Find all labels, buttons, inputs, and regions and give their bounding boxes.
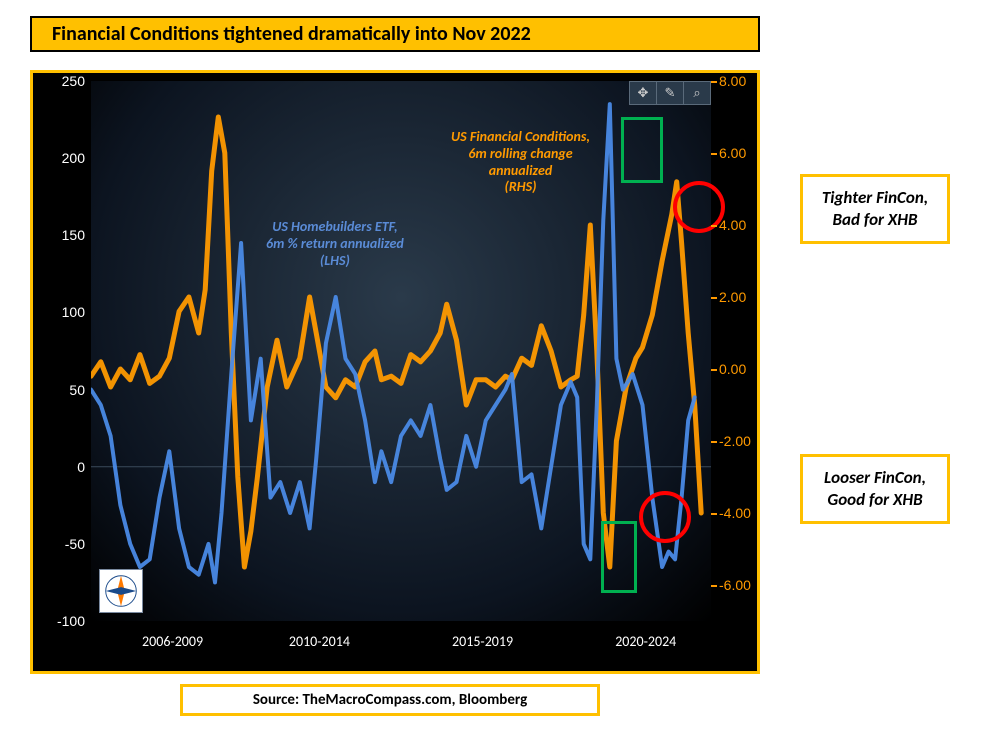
y-right-tick-label: -4.00 [719, 505, 759, 521]
y-left-tick-label: 100 [45, 304, 85, 320]
y-right-tick-label: 2.00 [719, 289, 759, 305]
y-right-tick-label: 6.00 [719, 145, 759, 161]
macrocompass-logo [99, 569, 143, 613]
highlight-red-top [673, 181, 725, 233]
y-left-tick-label: 250 [45, 73, 85, 89]
y-left-tick-label: 50 [45, 382, 85, 398]
y-right-tick-label: 0.00 [719, 361, 759, 377]
callout-looser-fincon: Looser FinCon, Good for XHB [800, 454, 950, 524]
highlight-green-top [621, 117, 663, 183]
callout-line: Bad for XHB [833, 209, 918, 230]
x-tick-label: 2010-2014 [289, 633, 350, 650]
x-tick-label: 2020-2024 [615, 633, 676, 650]
highlight-green-bottom [601, 521, 637, 593]
series-label-homebuilders: US Homebuilders ETF,6m % return annualiz… [266, 219, 404, 269]
y-left-tick-label: -50 [45, 536, 85, 552]
chart-container: ✥ ✎ ⌕ US Financial Conditions,6m rolling… [30, 70, 760, 674]
y-left-tick-label: 200 [45, 150, 85, 166]
series-label-financial-conditions: US Financial Conditions,6m rolling chang… [451, 129, 590, 196]
highlight-red-bottom [639, 491, 691, 543]
callout-line: Good for XHB [827, 489, 922, 510]
chart-title-text: Financial Conditions tightened dramatica… [52, 22, 531, 46]
y-left-tick-label: 0 [45, 459, 85, 475]
x-tick-label: 2015-2019 [452, 633, 513, 650]
chart-title-bar: Financial Conditions tightened dramatica… [30, 16, 760, 52]
callout-tighter-fincon: Tighter FinCon, Bad for XHB [800, 174, 950, 244]
source-text: Source: TheMacroCompass.com, Bloomberg [253, 691, 527, 709]
y-left-tick-label: 150 [45, 227, 85, 243]
y-right-tick-label: -2.00 [719, 433, 759, 449]
y-right-tick-label: 8.00 [719, 73, 759, 89]
y-right-tick-label: 4.00 [719, 217, 759, 233]
x-tick-label: 2006-2009 [142, 633, 203, 650]
callout-line: Looser FinCon, [824, 467, 926, 488]
y-right-tick-label: -6.00 [719, 577, 759, 593]
y-left-tick-label: -100 [45, 613, 85, 629]
callout-line: Tighter FinCon, [822, 187, 928, 208]
source-attribution: Source: TheMacroCompass.com, Bloomberg [180, 684, 600, 716]
